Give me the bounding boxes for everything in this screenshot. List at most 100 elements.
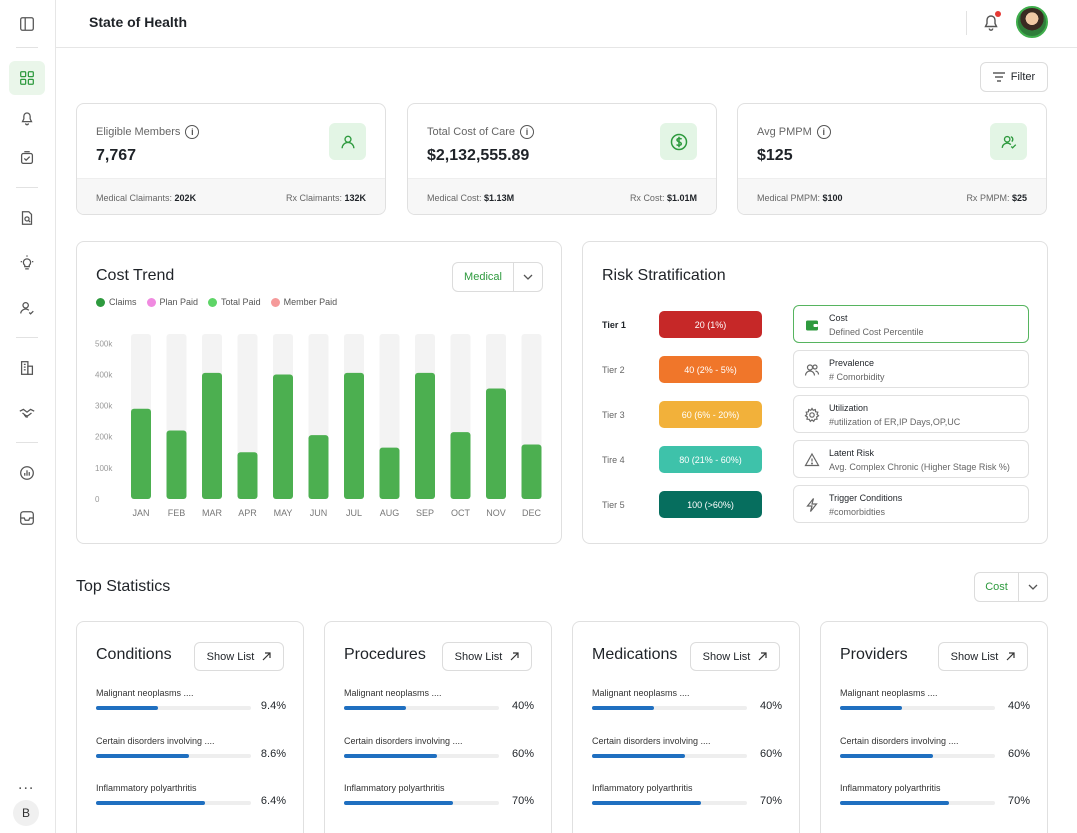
- info-icon[interactable]: i: [185, 125, 200, 139]
- progress-fill: [344, 706, 406, 710]
- show-list-label: Show List: [702, 650, 751, 663]
- building-icon[interactable]: [9, 351, 45, 385]
- list-item[interactable]: Certain disorders involving .... 60%: [592, 736, 782, 760]
- progress-fill: [840, 706, 902, 710]
- bar-jan[interactable]: [131, 408, 151, 499]
- page-title: State of Health: [89, 14, 188, 30]
- sidebar: ... B: [0, 0, 56, 833]
- stat-card-conditions: Conditions Show List Malignant neoplasms .…: [76, 621, 304, 833]
- list-item[interactable]: Inflammatory polyarthritis 70%: [344, 783, 534, 807]
- tier-bar[interactable]: 60 (6% - 20%): [659, 401, 762, 428]
- progress-track: [592, 801, 747, 805]
- foot-label: Medical Claimants:: [96, 193, 173, 203]
- user-check-icon[interactable]: [9, 291, 45, 325]
- foot-label: Rx Cost:: [629, 193, 665, 203]
- bar-oct[interactable]: [450, 432, 471, 499]
- progress-fill: [840, 754, 933, 758]
- arrow-up-right-icon: [1006, 652, 1015, 661]
- info-icon[interactable]: i: [520, 125, 535, 139]
- legend-swatch: [270, 297, 280, 307]
- legend-item[interactable]: Claims: [96, 297, 137, 307]
- bar-may[interactable]: [273, 374, 293, 499]
- document-search-icon[interactable]: [9, 201, 45, 235]
- legend-item[interactable]: Member Paid: [270, 297, 337, 307]
- user-icon: [329, 123, 366, 160]
- legend-swatch: [146, 297, 156, 307]
- notification-bell-icon[interactable]: [981, 12, 1001, 32]
- bar-feb[interactable]: [166, 430, 187, 499]
- risk-option-latent-risk[interactable]: Latent Risk Avg. Complex Chronic (Higher…: [793, 440, 1029, 478]
- bolt-icon: [806, 498, 818, 512]
- bar-nov[interactable]: [486, 388, 506, 499]
- list-item[interactable]: Malignant neoplasms .... 40%: [592, 688, 782, 712]
- users-icon: [804, 364, 820, 376]
- legend-item[interactable]: Total Paid: [208, 297, 261, 307]
- user-avatar[interactable]: [1016, 6, 1048, 38]
- chevron-down-icon[interactable]: [514, 263, 542, 291]
- list-item[interactable]: Inflammatory polyarthritis 70%: [592, 783, 782, 807]
- bar-sep[interactable]: [415, 372, 435, 499]
- legend-item[interactable]: Plan Paid: [146, 297, 198, 307]
- show-list-button[interactable]: Show List: [938, 642, 1028, 671]
- show-list-label: Show List: [206, 650, 255, 663]
- more-menu-icon[interactable]: ...: [18, 776, 35, 793]
- risk-option-trigger-conditions[interactable]: Trigger Conditions #comorbidties: [793, 485, 1029, 523]
- stat-card-procedures: Procedures Show List Malignant neoplasms .…: [324, 621, 552, 833]
- list-item[interactable]: Certain disorders involving .... 60%: [840, 736, 1030, 760]
- handshake-icon[interactable]: [9, 396, 45, 430]
- filter-button[interactable]: Filter: [980, 62, 1048, 92]
- tier-bar[interactable]: 20 (1%): [659, 311, 762, 338]
- bar-aug[interactable]: [379, 447, 400, 499]
- info-icon[interactable]: i: [816, 125, 831, 139]
- dashboard-grid-icon[interactable]: [9, 61, 45, 95]
- gear-icon: [804, 407, 820, 423]
- risk-option-cost[interactable]: Cost Defined Cost Percentile: [793, 305, 1029, 343]
- list-item[interactable]: Inflammatory polyarthritis 70%: [840, 783, 1030, 807]
- stat-item-name: Certain disorders involving ....: [592, 736, 711, 746]
- bar-jul[interactable]: [344, 372, 364, 499]
- lightbulb-icon[interactable]: [9, 246, 45, 280]
- list-item[interactable]: Malignant neoplasms .... 9.4%: [96, 688, 286, 712]
- chevron-down-icon[interactable]: [1019, 573, 1047, 601]
- stat-item-name: Malignant neoplasms ....: [592, 688, 690, 698]
- top-stats-metric-select[interactable]: Cost: [974, 572, 1048, 602]
- risk-option-utilization[interactable]: Utilization #utilization of ER,IP Days,O…: [793, 395, 1029, 433]
- list-item[interactable]: Certain disorders involving .... 8.6%: [96, 736, 286, 760]
- list-item[interactable]: Certain disorders involving .... 60%: [344, 736, 534, 760]
- tier-bar[interactable]: 40 (2% - 5%): [659, 356, 762, 383]
- option-subtitle: #comorbidties: [829, 507, 886, 517]
- legend-label: Total Paid: [221, 297, 261, 307]
- show-list-button[interactable]: Show List: [690, 642, 780, 671]
- tier-bar[interactable]: 80 (21% - 60%): [659, 446, 762, 473]
- bar-dec[interactable]: [521, 444, 542, 499]
- kpi-label: Eligible Members: [96, 126, 181, 138]
- dollar-icon: [660, 123, 697, 160]
- option-subtitle: Avg. Complex Chronic (Higher Stage Risk …: [829, 462, 1010, 472]
- bell-nav-icon[interactable]: [9, 101, 45, 135]
- bar-mar[interactable]: [202, 372, 222, 499]
- sidebar-toggle-icon[interactable]: [9, 7, 45, 41]
- list-item[interactable]: Inflammatory polyarthritis 6.4%: [96, 783, 286, 807]
- cost-type-select[interactable]: Medical: [452, 262, 543, 292]
- show-list-button[interactable]: Show List: [194, 642, 284, 671]
- inbox-icon[interactable]: [9, 501, 45, 535]
- cost-trend-title: Cost Trend: [96, 267, 175, 284]
- progress-fill: [592, 801, 701, 805]
- list-item[interactable]: Malignant neoplasms .... 40%: [840, 688, 1030, 712]
- foot-label: Rx PMPM:: [966, 193, 1010, 203]
- show-list-button[interactable]: Show List: [442, 642, 532, 671]
- x-tick-label: DEC: [522, 508, 542, 518]
- option-title: Trigger Conditions: [829, 493, 903, 503]
- risk-option-prevalence[interactable]: Prevalence # Comorbidity: [793, 350, 1029, 388]
- bar-jun[interactable]: [308, 435, 329, 499]
- x-tick-label: JUL: [346, 508, 362, 518]
- tier-bar[interactable]: 100 (>60%): [659, 491, 762, 518]
- stat-item-percent: 70%: [511, 795, 534, 807]
- workspace-avatar[interactable]: B: [13, 800, 39, 826]
- analytics-icon[interactable]: [9, 456, 45, 490]
- y-tick-label: 500k: [95, 339, 113, 348]
- y-tick-label: 400k: [95, 370, 113, 379]
- list-item[interactable]: Malignant neoplasms .... 40%: [344, 688, 534, 712]
- bar-apr[interactable]: [237, 452, 258, 499]
- checklist-icon[interactable]: [9, 141, 45, 175]
